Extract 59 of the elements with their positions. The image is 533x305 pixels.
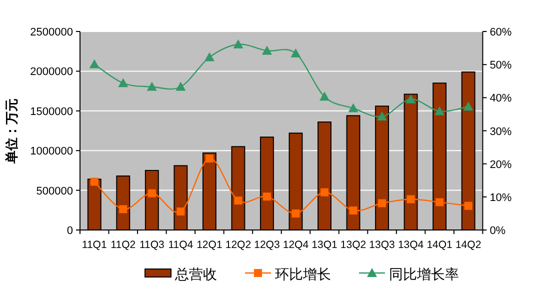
point bbox=[349, 206, 358, 214]
point bbox=[290, 48, 301, 58]
point bbox=[463, 102, 474, 111]
x-tick-label: 12Q4 bbox=[282, 239, 309, 251]
y-tick-label: 1500000 bbox=[30, 106, 73, 118]
point bbox=[90, 178, 98, 186]
x-tick-label: 14Q2 bbox=[455, 239, 482, 251]
point bbox=[319, 92, 330, 101]
point bbox=[233, 39, 244, 48]
x-tick-label: 13Q4 bbox=[398, 239, 424, 251]
point bbox=[378, 199, 386, 208]
x-tick-label: 11Q4 bbox=[168, 239, 194, 251]
x-tick-label: 13Q1 bbox=[312, 239, 338, 251]
y-tick-label: 500000 bbox=[36, 185, 73, 198]
x-tick-label: 14Q1 bbox=[426, 239, 453, 251]
y-axis-title: 单位：万元 bbox=[4, 98, 19, 164]
legend-label: 同比增长率 bbox=[389, 266, 459, 282]
point bbox=[406, 195, 415, 204]
point bbox=[348, 103, 358, 112]
point bbox=[119, 205, 128, 214]
y-tick-label: 2500000 bbox=[30, 26, 73, 38]
point bbox=[176, 207, 185, 216]
x-tick-label: 12Q1 bbox=[196, 239, 222, 251]
point bbox=[464, 202, 472, 210]
point bbox=[406, 94, 416, 104]
y2-tick-label: 50% bbox=[490, 60, 512, 72]
point bbox=[176, 82, 186, 91]
point bbox=[204, 52, 214, 62]
point bbox=[146, 82, 157, 91]
x-tick-label: 13Q2 bbox=[340, 239, 366, 251]
y2-tick-label: 20% bbox=[490, 158, 512, 171]
point bbox=[320, 188, 328, 196]
y2-tick-label: 30% bbox=[490, 126, 512, 138]
y2-tick-label: 0% bbox=[490, 225, 506, 237]
point bbox=[205, 154, 214, 163]
point bbox=[292, 209, 300, 218]
x-tick-label: 13Q3 bbox=[369, 239, 396, 251]
point bbox=[377, 112, 388, 121]
point bbox=[118, 78, 128, 88]
x-tick-label: 11Q1 bbox=[82, 239, 107, 251]
point bbox=[262, 192, 271, 201]
y2-tick-label: 10% bbox=[490, 192, 512, 204]
point bbox=[234, 196, 242, 205]
point bbox=[436, 198, 444, 206]
y-tick-label: 2000000 bbox=[30, 66, 73, 78]
point bbox=[434, 106, 445, 116]
legend-label: 总营收 bbox=[174, 266, 217, 282]
x-tick-label: 12Q3 bbox=[254, 239, 280, 251]
x-tick-label: 12Q2 bbox=[225, 239, 252, 251]
y2-tick-label: 60% bbox=[490, 26, 512, 38]
y2-tick-label: 40% bbox=[490, 92, 512, 105]
x-tick-label: 11Q3 bbox=[139, 239, 165, 251]
x-tick-label: 11Q2 bbox=[110, 239, 136, 251]
y-tick-label: 1000000 bbox=[30, 146, 73, 158]
y-tick-label: 0 bbox=[66, 225, 73, 237]
point bbox=[262, 46, 272, 55]
legend-label: 环比增长 bbox=[275, 266, 331, 282]
point bbox=[89, 59, 100, 68]
point bbox=[148, 189, 156, 198]
